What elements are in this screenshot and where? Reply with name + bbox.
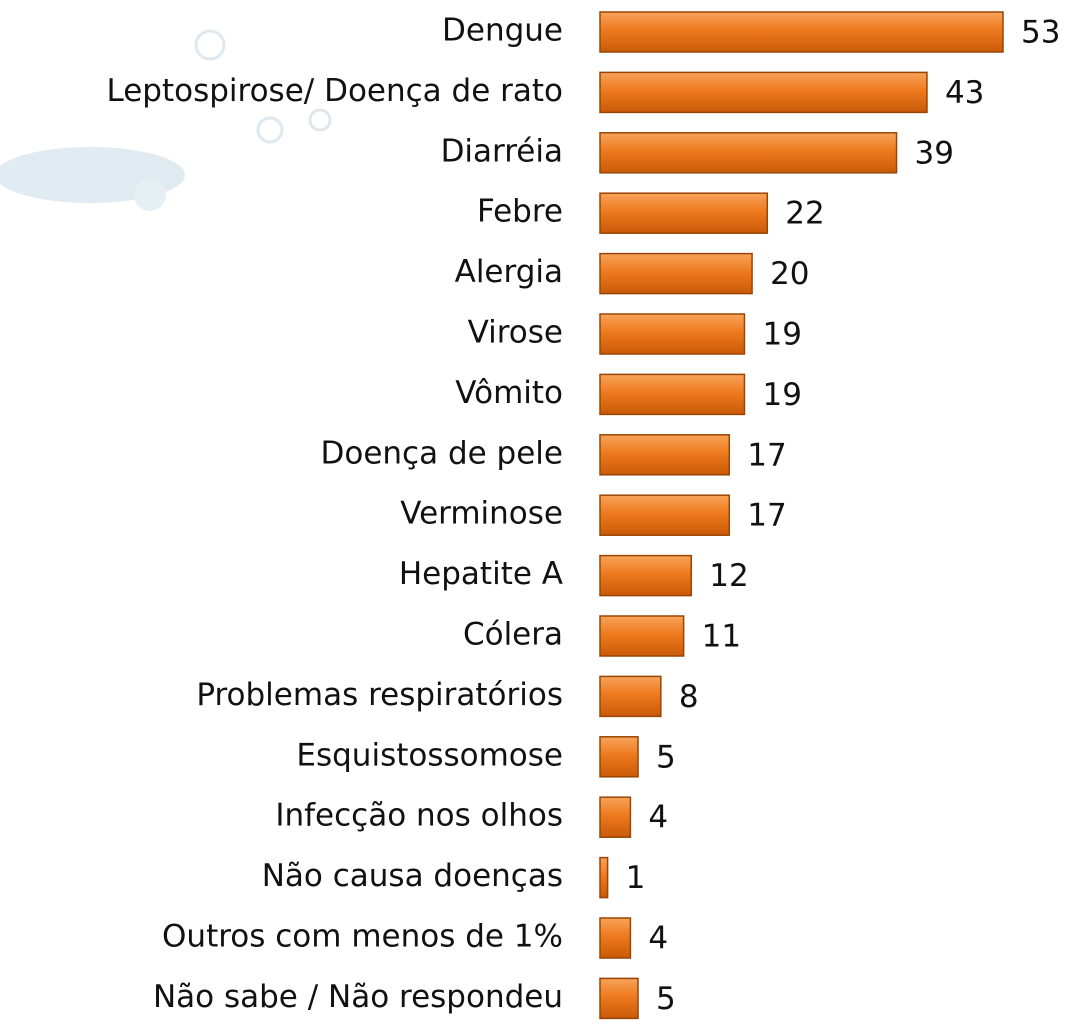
bar [599,554,692,597]
value-label: 19 [762,377,801,413]
value-label: 4 [648,800,668,836]
category-label: Outros com menos de 1% [162,919,563,955]
value-label: 39 [915,135,954,171]
category-label: Problemas respiratórios [196,677,563,713]
category-label: Infecção nos olhos [275,798,563,834]
bar [599,494,731,536]
category-label: Vômito [455,375,563,411]
category-label: Diarréia [441,133,563,169]
value-label: 5 [656,981,676,1017]
category-label: Doença de pele [321,435,564,471]
value-label: 53 [1021,15,1060,51]
value-label: 19 [762,317,801,353]
category-label: Esquistossomose [296,737,563,773]
bar [599,71,928,114]
bar [599,675,662,718]
bar [599,977,639,1020]
value-label: 17 [747,498,786,534]
category-label: Cólera [463,617,563,653]
bar [599,192,769,234]
category-label: Hepatite A [399,556,563,592]
bar [599,736,639,778]
value-label: 12 [709,558,748,594]
category-label: Leptospirose/ Doença de rato [106,73,563,109]
bar [599,313,746,355]
category-label: Virose [468,315,563,351]
category-label: Febre [477,194,563,230]
value-label: 20 [770,256,809,292]
value-label: 4 [648,921,668,957]
background-splash [0,29,332,211]
value-label: 43 [945,75,984,111]
category-label: Não sabe / Não respondeu [153,979,563,1015]
category-label: Não causa doenças [262,858,563,894]
value-label: 11 [702,619,741,655]
value-label: 5 [656,739,676,775]
bar [599,132,898,174]
bar [599,615,685,657]
bar [599,11,1004,53]
bar [599,373,746,416]
category-label: Dengue [442,13,563,49]
category-label: Alergia [455,254,563,290]
value-label: 1 [626,860,646,896]
bar [599,252,753,295]
value-label: 22 [785,196,824,232]
bar [599,856,609,899]
bar [599,796,632,838]
value-label: 8 [679,679,699,715]
value-label: 17 [747,437,786,473]
bar [599,917,632,959]
bar [599,434,731,476]
category-label: Verminose [400,496,563,532]
